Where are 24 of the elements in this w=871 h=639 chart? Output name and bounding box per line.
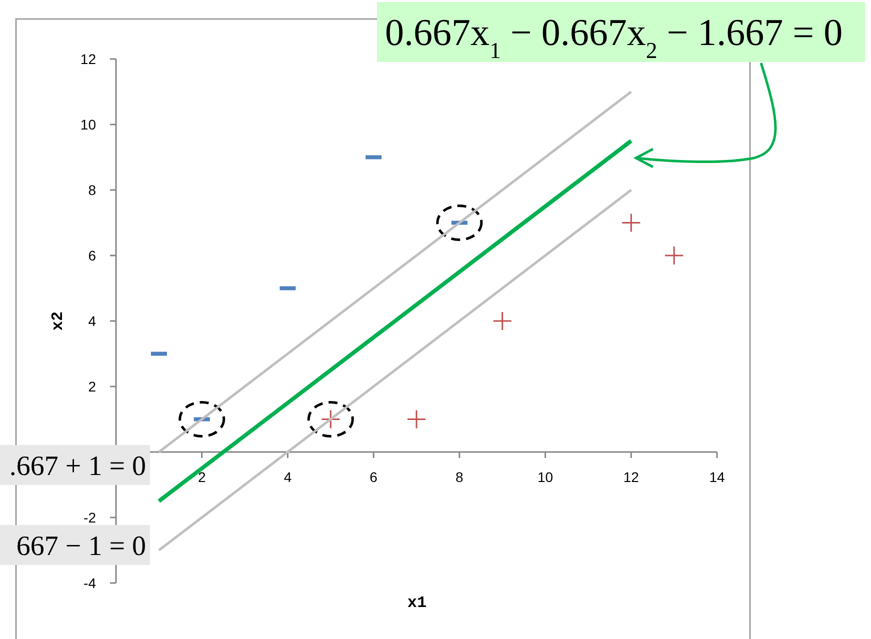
x-tick-label: 12 — [623, 469, 640, 485]
y-tick-label: 2 — [88, 378, 96, 394]
y-tick-label: 4 — [88, 312, 96, 329]
x-tick-label: 10 — [537, 469, 554, 485]
x-tick-label: 6 — [370, 469, 378, 485]
y-tick-label: 6 — [88, 247, 96, 264]
point — [621, 213, 641, 232]
annotation: 667 − 1 = 0 — [16, 531, 146, 562]
y-tick-label: 8 — [88, 182, 96, 198]
point — [492, 311, 512, 331]
point — [406, 410, 426, 429]
annotation: 0.667x$_{1}$ − 0.667x$_{2}$ − 1.667 = 0 — [385, 12, 843, 62]
x-tick-label: 2 — [198, 469, 206, 485]
y-axis-title: x2 — [49, 311, 67, 331]
x-tick-label: 8 — [456, 469, 464, 485]
y-tick-label: -2 — [84, 509, 96, 526]
annotation: .667 + 1 = 0 — [9, 451, 146, 482]
y-tick-label: 10 — [80, 116, 96, 132]
y-tick-label: -4 — [84, 574, 96, 591]
point — [664, 246, 684, 266]
x-axis-title: x1 — [407, 594, 427, 612]
y-tick-label: 12 — [80, 50, 96, 67]
x-tick-label: 4 — [284, 469, 292, 485]
x-tick-label: 14 — [709, 469, 725, 485]
